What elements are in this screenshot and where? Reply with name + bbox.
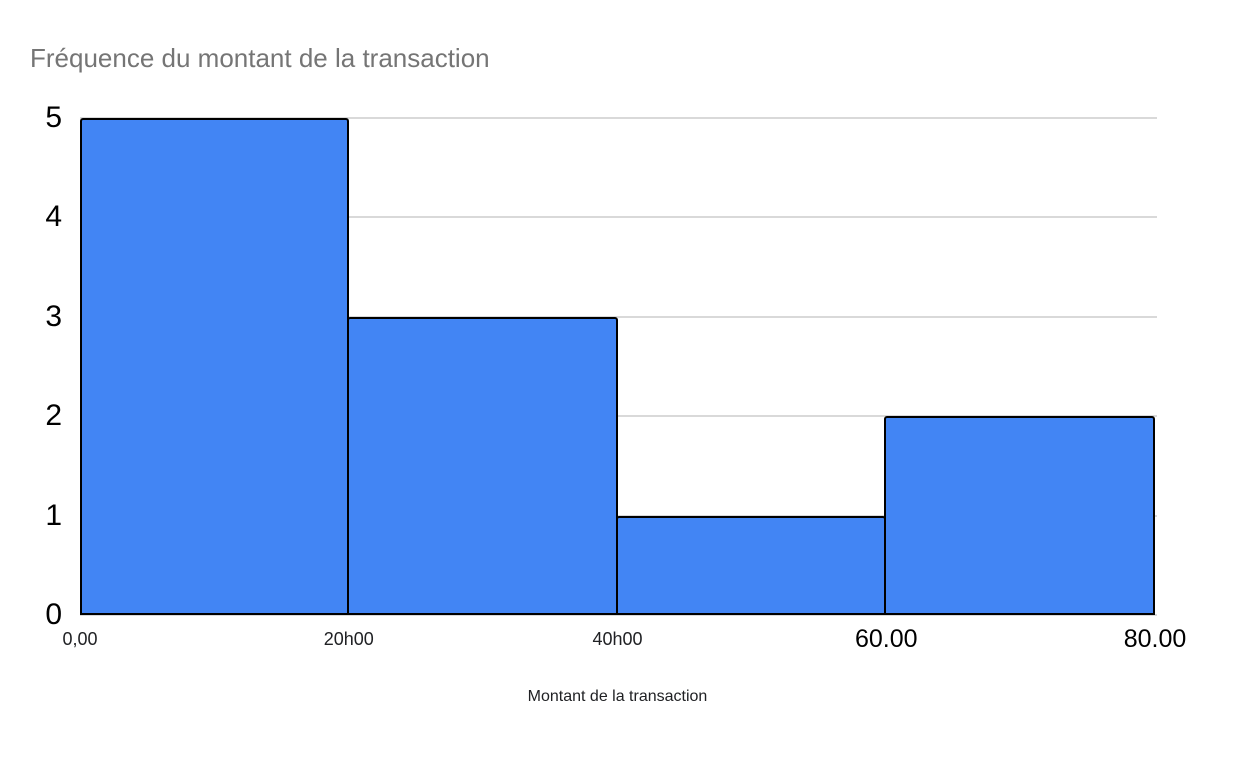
y-tick-label-3: 3 [45, 300, 62, 333]
histogram-bar-20-40[interactable] [347, 317, 618, 615]
plot-area [80, 117, 1157, 616]
x-tick-label-3: 40h00 [592, 629, 643, 649]
x-tick-label-4: 60.00 [854, 625, 918, 653]
chart-title: Fréquence du montant de la transaction [30, 43, 490, 73]
histogram-bar-60-80[interactable] [884, 416, 1155, 615]
x-axis-title: Montant de la transaction [527, 688, 708, 705]
gridline-y-2 [80, 415, 1157, 417]
y-tick-label-2: 2 [45, 399, 62, 432]
x-tick-label-1: 0,00 [62, 629, 98, 649]
y-tick-label-1: 1 [45, 499, 62, 532]
histogram-bar-0-20[interactable] [80, 118, 349, 615]
gridline-y-0 [80, 614, 1157, 616]
y-tick-label-4: 4 [45, 200, 62, 233]
gridline-y-5 [80, 117, 1157, 119]
x-tick-label-5: 80.00 [1123, 625, 1187, 653]
gridline-y-4 [80, 216, 1157, 218]
histogram-bar-40-60[interactable] [616, 516, 886, 615]
y-tick-label-5: 5 [45, 101, 62, 134]
y-tick-label-0: 0 [45, 598, 62, 631]
gridline-y-3 [80, 316, 1157, 318]
x-tick-label-2: 20h00 [323, 629, 374, 649]
